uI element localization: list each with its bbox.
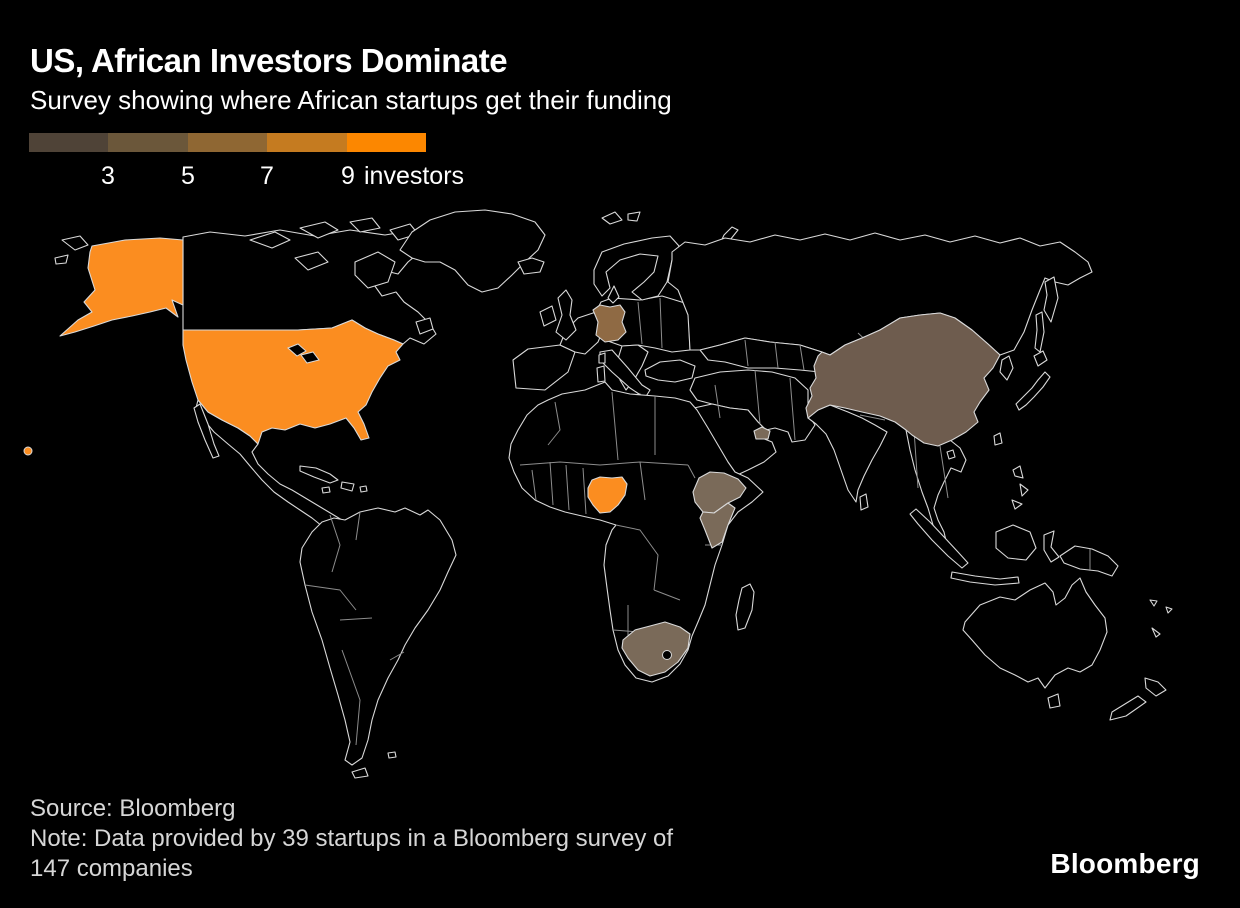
landmass-denmark [607, 285, 620, 304]
landmass-pacific-island [1165, 606, 1173, 614]
landmass-svalbard [601, 211, 623, 225]
legend-swatch [108, 133, 188, 152]
landmass-iceland [517, 257, 545, 275]
landmass-hispaniola [340, 481, 355, 492]
legend-swatch [267, 133, 347, 152]
landmass-korea [999, 355, 1014, 381]
landmass-arctic-island [299, 221, 339, 239]
landmass-india [807, 404, 888, 503]
landmass-sardinia [596, 365, 606, 383]
country-ethiopia [692, 471, 747, 514]
landmass-pacific-island [1149, 599, 1158, 607]
landmass-scandinavia [593, 235, 680, 301]
lake-superior [287, 343, 307, 357]
landmass-canada [182, 229, 437, 345]
country-united-arab-emirates [753, 426, 771, 440]
landmass-hainan [946, 449, 956, 460]
landmass-new-guinea [1059, 545, 1119, 577]
landmass-newfoundland [415, 317, 434, 335]
landmass-tierra-del-fuego [351, 767, 369, 779]
landmass-bering-island [54, 254, 69, 265]
country-germany [592, 304, 627, 343]
landmass-new-caledonia [1151, 627, 1161, 638]
landmass-new-zealand-south [1109, 695, 1147, 721]
great-lakes [287, 343, 320, 364]
landmass-sri-lanka [859, 493, 869, 511]
landmass-corsica [598, 352, 606, 364]
country-united-states [182, 319, 404, 445]
legend-tick: 9 [341, 162, 355, 190]
bloomberg-logo: Bloomberg [1050, 848, 1200, 879]
country-united-states-hawaii [23, 446, 33, 456]
landmass-philippines [1019, 483, 1029, 497]
legend-color-ramp [29, 133, 427, 152]
landmass-baja [193, 403, 220, 459]
landmass-svalbard [627, 211, 641, 222]
landmass-arctic-island [349, 217, 381, 233]
landmass-tasmania [1047, 693, 1061, 709]
landmass-java [950, 571, 1020, 586]
landmass-borneo [995, 524, 1037, 561]
country-borders [304, 297, 1091, 746]
country-south-africa [621, 621, 691, 677]
landmass-cuba [299, 465, 339, 484]
legend-swatch [187, 133, 268, 152]
landmass-ireland [539, 305, 557, 327]
lake-huron-erie [300, 351, 320, 364]
landmass-taiwan [993, 432, 1003, 446]
landmass-africa [508, 381, 764, 683]
landmass-hokkaido [1033, 350, 1048, 367]
landmass-puerto-rico [359, 485, 368, 493]
footer-notes: Source: Bloomberg Note: Data provided by… [30, 794, 673, 884]
landmass-turkey [644, 359, 696, 383]
landmass-great-britain [555, 289, 577, 341]
legend-swatch [346, 133, 427, 152]
country-united-states-alaska [59, 237, 184, 337]
country-nigeria [587, 476, 628, 514]
page-subtitle: Survey showing where African startups ge… [30, 85, 672, 115]
note-line-2: 147 companies [30, 855, 193, 882]
landmass-sakhalin [1034, 311, 1045, 353]
page-title: US, African Investors Dominate [30, 42, 508, 79]
source-line: Source: Bloomberg [30, 795, 236, 822]
landmass-victoria-island [294, 251, 329, 271]
legend-tick: 5 [181, 162, 195, 190]
landmass-greenland [399, 209, 546, 293]
landmass-madagascar [735, 583, 755, 631]
landmass-iberia [512, 344, 576, 391]
landmasses [54, 209, 1173, 779]
country-kenya [699, 502, 736, 549]
landmass-falklands [387, 751, 397, 759]
country-china [805, 312, 1001, 447]
landmass-philippines [1011, 499, 1023, 510]
legend-unit-label: investors [364, 162, 465, 190]
legend-swatch [29, 133, 109, 152]
landmass-italy [599, 349, 651, 399]
landmass-japan [1015, 371, 1051, 411]
landmass-sulawesi [1043, 530, 1060, 563]
landmass-south-america [299, 507, 457, 766]
landmass-new-zealand-north [1144, 677, 1167, 697]
landmass-bering-island [61, 235, 89, 251]
legend-tick: 7 [260, 162, 274, 190]
landmass-jamaica [321, 486, 331, 494]
landmass-kamchatka [1043, 276, 1059, 323]
landmass-philippines [1012, 465, 1024, 479]
note-line-1: Note: Data provided by 39 startups in a … [30, 825, 674, 852]
landmass-arctic-island [249, 231, 291, 249]
landmass-australia [962, 577, 1108, 689]
lesotho-outline [662, 650, 672, 660]
legend-tick: 3 [101, 162, 115, 190]
landmass-sumatra [909, 508, 969, 569]
highlighted-countries [23, 237, 1001, 677]
landmass-baffin [354, 251, 396, 289]
